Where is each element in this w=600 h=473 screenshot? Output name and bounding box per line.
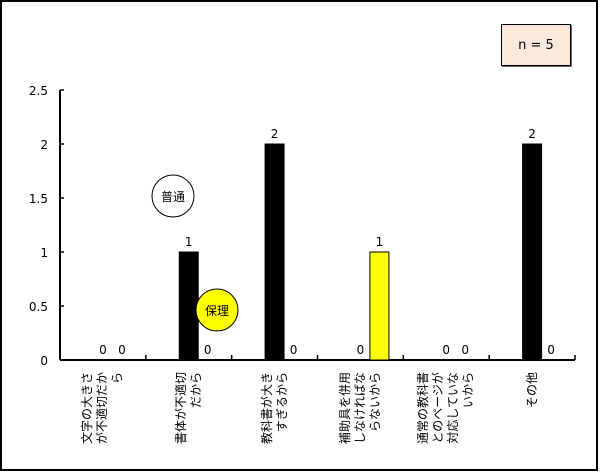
bar-normal — [178, 251, 199, 361]
data-label: 1 — [185, 235, 193, 249]
x-category-label-line: いから — [461, 372, 476, 409]
x-category-label-line: 補助具を併用 — [337, 372, 352, 445]
x-category-label: 教科書が大き すぎるから — [260, 372, 290, 462]
x-category-label-line: 書体が不適切 — [173, 372, 188, 445]
x-category-label-line: らないから — [367, 372, 382, 433]
x-category-label: 補助具を併用 しなければな らないから — [338, 372, 383, 462]
x-category-label: 通常の教科書 とのページが 対応していな いから — [416, 372, 476, 462]
data-label: 0 — [204, 343, 212, 357]
x-category-label-line: 教科書が大き — [259, 372, 274, 445]
bar-hori — [369, 251, 390, 361]
data-label: 0 — [357, 343, 365, 357]
y-tick-label: 1 — [40, 246, 48, 260]
x-category-label: その他 — [525, 372, 540, 462]
x-category-label-line: 通常の教科書 — [416, 372, 431, 445]
x-category-label-line: 文字の大きさ — [80, 372, 95, 445]
x-category-label-line: その他 — [524, 372, 539, 409]
y-tick-label: 0 — [40, 354, 48, 368]
x-category-label-line: すぎるから — [274, 372, 289, 433]
y-tick-label: 1.5 — [29, 192, 48, 206]
data-label: 0 — [442, 343, 450, 357]
x-category-label: 書体が不適切 だから — [174, 372, 204, 462]
data-label: 0 — [461, 343, 469, 357]
x-category-label-line: だから — [188, 372, 203, 409]
x-category-label-line: が不適切だか — [95, 372, 110, 445]
legend-label-normal: 普通 — [151, 174, 195, 218]
x-category-label-line: 対応していな — [446, 372, 461, 444]
x-category-label-line: しなければな — [352, 372, 367, 445]
data-label: 2 — [528, 127, 536, 141]
legend-text-hori: 保理 — [205, 304, 229, 318]
y-tick-label: 2.5 — [29, 84, 48, 98]
data-label: 2 — [271, 127, 279, 141]
data-label: 0 — [547, 343, 555, 357]
sample-size-text: n = 5 — [518, 37, 554, 53]
data-label: 1 — [376, 235, 384, 249]
data-label: 0 — [99, 343, 107, 357]
data-label: 0 — [118, 343, 126, 357]
legend-label-hori: 保理 — [195, 288, 239, 332]
sample-size-box: n = 5 — [501, 24, 571, 66]
y-tick-label: 0.5 — [29, 300, 48, 314]
y-tick-label: 2 — [40, 138, 48, 152]
data-label: 0 — [290, 343, 298, 357]
legend-text-normal: 普通 — [161, 190, 185, 204]
bar-normal — [522, 143, 543, 361]
x-category-label-line: ら — [110, 372, 125, 385]
x-category-label: 文字の大きさ が不適切だから — [80, 372, 125, 462]
x-category-label-line: とのページが — [431, 372, 446, 444]
bar-normal — [264, 143, 285, 361]
